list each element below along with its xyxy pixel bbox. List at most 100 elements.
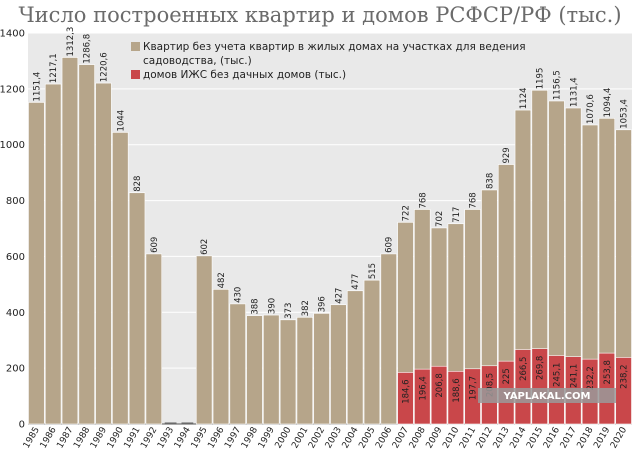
value-label-apartments: 828 xyxy=(133,176,143,192)
bar-apartments xyxy=(229,303,246,425)
value-label-apartments: 396 xyxy=(318,296,328,312)
value-label-izhs: 196,4 xyxy=(418,376,428,400)
value-label-apartments: 768 xyxy=(418,192,428,208)
value-label-apartments: 838 xyxy=(485,173,495,189)
bar-apartments xyxy=(44,83,62,425)
legend-swatch-izhs xyxy=(131,70,140,79)
chart-title: Число построенных квартир и домов РСФСР/… xyxy=(18,3,621,27)
bar-izhs xyxy=(397,372,414,425)
value-label-apartments: 515 xyxy=(368,263,378,279)
value-label-apartments: 768 xyxy=(469,192,479,208)
bar-apartments xyxy=(78,64,95,425)
y-tick-label: 1400 xyxy=(0,29,25,40)
value-label-apartments: 602 xyxy=(200,239,210,255)
bar-apartments xyxy=(246,315,263,425)
value-label-izhs: 206,8 xyxy=(435,373,445,397)
value-label-apartments: 1220,6 xyxy=(100,52,110,82)
legend: Квартир без учета квартир в жилых домах … xyxy=(131,41,526,81)
bar-apartments xyxy=(363,279,381,425)
value-label-apartments: 373 xyxy=(284,303,294,319)
value-label-apartments: 702 xyxy=(435,211,445,227)
bar-apartments xyxy=(61,57,79,425)
legend-apartments-text: Квартир без учета квартир в жилых домах … xyxy=(143,41,526,53)
y-tick-label: 200 xyxy=(6,364,25,375)
value-label-apartments: 477 xyxy=(351,274,361,290)
y-tick-label: 400 xyxy=(6,308,25,319)
bar-apartments xyxy=(330,304,347,425)
value-label-apartments: 722 xyxy=(402,205,412,221)
y-tick-label: 600 xyxy=(6,252,25,263)
bar-apartments xyxy=(195,255,213,425)
bar-apartments xyxy=(128,192,146,425)
legend-apartments-text-2: садоводства, (тыс.) xyxy=(143,55,252,67)
legend-label-izhs: домов ИЖС без дачных домов (тыс.) xyxy=(143,69,346,81)
bar-izhs xyxy=(430,365,448,425)
value-label-apartments: 609 xyxy=(150,237,160,253)
value-labels: 1151,4 1217,1 1312,3 1286,8 1220,6 1044 828 609… xyxy=(32,27,629,404)
x-tick-label: 2020 xyxy=(609,425,629,450)
legend-label-apartments-line1: Квартир без учета квартир в жилых домах … xyxy=(143,41,526,53)
bar-izhs xyxy=(514,349,532,425)
value-label-apartments: 427 xyxy=(334,288,344,304)
value-label-apartments: 1156,5 xyxy=(553,70,563,100)
bar-apartments xyxy=(279,319,297,425)
value-label-izhs: 197,7 xyxy=(469,376,479,400)
value-label-apartments: 1151,4 xyxy=(32,72,42,102)
bar-apartments xyxy=(95,82,112,425)
y-tick-label: 800 xyxy=(6,196,25,207)
value-label-apartments: 1094,4 xyxy=(603,88,613,118)
value-label-apartments: 609 xyxy=(385,237,395,253)
value-label-apartments: 929 xyxy=(502,147,512,163)
value-label-izhs: 269,8 xyxy=(536,356,546,380)
value-label-izhs: 188,6 xyxy=(452,378,462,402)
bar-izhs xyxy=(531,348,548,425)
value-label-apartments: 1286,8 xyxy=(83,34,93,64)
value-label-apartments: 1195 xyxy=(536,68,546,90)
bars xyxy=(28,57,632,425)
bar-apartments xyxy=(263,314,280,425)
y-axis: 0 200 400 600 800 1000 1200 1400 xyxy=(0,29,632,431)
value-label-apartments: 1053,4 xyxy=(620,99,630,129)
legend-swatch-apartments xyxy=(131,42,140,51)
value-label-apartments: 482 xyxy=(217,272,227,288)
y-tick-label: 1200 xyxy=(0,84,25,95)
value-label-izhs: 225 xyxy=(502,368,512,384)
y-tick-label: 0 xyxy=(19,420,25,431)
value-label-apartments: 390 xyxy=(267,298,277,314)
legend-izhs-text: домов ИЖС без дачных домов (тыс.) xyxy=(143,69,346,81)
value-label-apartments: 1312,3 xyxy=(66,27,76,57)
watermark: YAPLAKAL.COM xyxy=(478,388,616,403)
value-label-apartments: 1070,6 xyxy=(586,94,596,124)
value-label-apartments: 1131,4 xyxy=(569,77,579,107)
value-label-izhs: 238,2 xyxy=(620,364,630,388)
value-label-izhs: 253,8 xyxy=(603,360,613,384)
value-label-apartments: 1044 xyxy=(116,110,126,132)
y-tick-label: 1000 xyxy=(0,140,25,151)
value-label-apartments: 430 xyxy=(234,287,244,303)
bar-apartments xyxy=(346,290,364,425)
bar-apartments xyxy=(380,253,397,425)
value-label-apartments: 717 xyxy=(452,207,462,223)
value-label-izhs: 184,6 xyxy=(402,379,412,403)
bar-apartments xyxy=(212,289,230,425)
value-label-izhs: 208,5 xyxy=(485,373,495,397)
x-axis: 1985198619871988198919901991199219931994… xyxy=(22,425,629,450)
bar-apartments xyxy=(313,313,330,425)
plot-area xyxy=(28,33,632,424)
value-label-apartments: 388 xyxy=(251,298,261,314)
value-label-izhs: 266,5 xyxy=(519,357,529,381)
bar-apartments xyxy=(145,253,163,425)
bar-izhs xyxy=(414,368,431,425)
value-label-apartments: 1217,1 xyxy=(49,53,59,83)
value-label-izhs: 245,1 xyxy=(553,363,563,387)
bar-apartments xyxy=(28,102,45,425)
watermark-text: YAPLAKAL.COM xyxy=(503,391,591,402)
value-label-apartments: 382 xyxy=(301,300,311,316)
bar-izhs xyxy=(447,371,465,425)
watermark-bg xyxy=(478,388,616,403)
legend-label-apartments-line2: садоводства, (тыс.) xyxy=(143,55,252,67)
value-label-izhs: 241,1 xyxy=(569,364,579,388)
value-label-izhs: 232,2 xyxy=(586,366,596,390)
value-label-apartments: 1124 xyxy=(519,87,529,109)
